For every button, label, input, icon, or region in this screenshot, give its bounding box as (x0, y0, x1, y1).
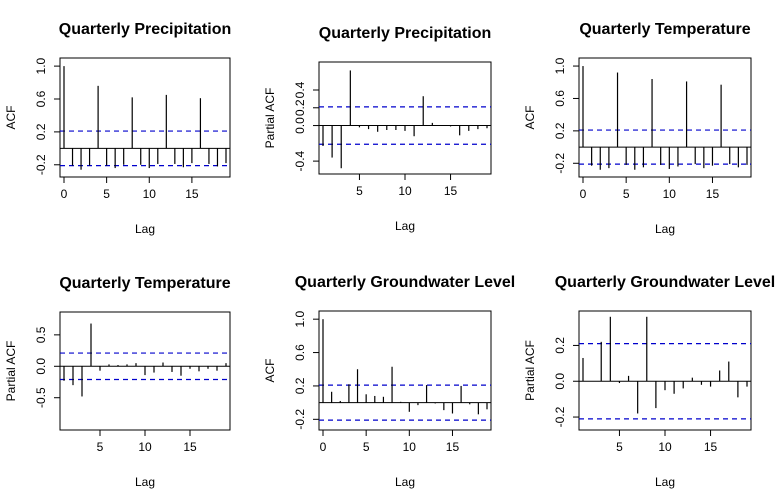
x-tick-label: 10 (658, 440, 672, 454)
x-tick-label: 5 (363, 440, 370, 454)
y-tick-label: 1.0 (34, 57, 48, 74)
y-tick-label: 0.6 (553, 90, 567, 107)
y-tick-label: -0.2 (34, 154, 48, 175)
plot-frame (578, 57, 752, 178)
x-tick-label: 5 (97, 440, 104, 454)
y-tick-label: 0.5 (34, 326, 48, 343)
y-tick-label: 0.0 (293, 117, 307, 134)
plot-panel-3: Quarterly Temperature 0 5 10 15 -0.2 0.2 0.6 1.0… (523, 21, 752, 236)
y-tick-label: -0.2 (553, 406, 567, 427)
x-tick-label: 15 (185, 187, 199, 201)
x-tick-label: 5 (103, 187, 110, 201)
y-tick-label: -0.4 (293, 150, 307, 171)
y-tick-label: -0.2 (293, 409, 307, 430)
y-tick-label: 0.4 (293, 81, 307, 98)
y-axis-label: ACF (4, 106, 18, 130)
plot-panel-4: Quarterly Temperature 5 10 15 -0.5 0.0 0.5 Lag P… (4, 275, 231, 489)
y-tick-label: 0.0 (553, 373, 567, 390)
x-tick-label: 10 (138, 440, 152, 454)
plot-panel-5: Quarterly Groundwater Level 0 5 10 15 -0.2 0.2… (263, 274, 515, 489)
x-axis-label: Lag (655, 475, 675, 489)
x-axis-label: Lag (395, 475, 415, 489)
plot-panel-6: Quarterly Groundwater Level 5 10 15 -0.2 0.0 0… (523, 274, 775, 489)
x-tick-label: 10 (663, 187, 677, 201)
chart-title: Quarterly Precipitation (319, 25, 492, 42)
x-axis-label: Lag (135, 222, 155, 236)
y-tick-label: 1.0 (293, 311, 307, 328)
y-tick-label: 0.2 (34, 123, 48, 140)
x-tick-label: 0 (320, 440, 327, 454)
x-tick-label: 5 (616, 440, 623, 454)
chart-title: Quarterly Temperature (59, 275, 230, 292)
y-axis-label: ACF (263, 359, 277, 383)
plot-panel-2: Quarterly Precipitation 5 10 15 -0.4 0.00.20.… (263, 25, 492, 233)
y-tick-label: 0.2 (293, 99, 307, 116)
y-tick-label: 0.2 (553, 122, 567, 139)
y-tick-label: -0.5 (34, 387, 48, 408)
plot-panel-1: Quarterly Precipitation 0 5 10 15 -0.2 0.2 0.6 1… (4, 21, 231, 236)
y-tick-label: 1.0 (553, 57, 567, 74)
x-tick-label: 0 (61, 187, 68, 201)
plot-frame (318, 310, 492, 431)
y-tick-label: 0.2 (293, 377, 307, 394)
y-axis-label: ACF (523, 106, 537, 130)
x-tick-label: 10 (403, 440, 417, 454)
y-axis-label: Partial ACF (523, 340, 537, 401)
x-tick-label: 15 (444, 184, 458, 198)
x-axis-label: Lag (135, 475, 155, 489)
y-axis-label: Partial ACF (4, 341, 18, 402)
y-axis-label: Partial ACF (263, 88, 277, 149)
y-tick-label: 0.6 (34, 90, 48, 107)
x-tick-label: 10 (398, 184, 412, 198)
x-tick-label: 15 (183, 440, 197, 454)
chart-title: Quarterly Temperature (579, 21, 750, 38)
x-tick-label: 15 (706, 187, 720, 201)
x-axis-label: Lag (655, 222, 675, 236)
x-tick-label: 0 (580, 187, 587, 201)
plot-frame (59, 57, 231, 178)
y-tick-label: -0.2 (553, 153, 567, 174)
x-axis-label: Lag (395, 219, 415, 233)
x-tick-label: 5 (356, 184, 363, 198)
plot-frame (318, 61, 492, 175)
chart-title: Quarterly Groundwater Level (555, 274, 776, 291)
x-tick-label: 10 (143, 187, 157, 201)
y-tick-label: 0.0 (34, 358, 48, 375)
x-tick-label: 5 (623, 187, 630, 201)
plot-frame (578, 310, 752, 431)
chart-title: Quarterly Groundwater Level (295, 274, 516, 291)
chart-title: Quarterly Precipitation (59, 21, 232, 38)
y-tick-label: 0.2 (553, 337, 567, 354)
x-tick-label: 15 (704, 440, 718, 454)
y-tick-label: 0.6 (293, 344, 307, 361)
x-tick-label: 15 (446, 440, 460, 454)
